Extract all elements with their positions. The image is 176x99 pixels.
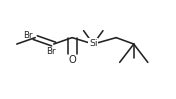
Text: Br: Br: [23, 31, 33, 40]
Text: Br: Br: [46, 47, 56, 56]
Text: Si: Si: [89, 39, 98, 48]
Text: O: O: [68, 55, 76, 65]
